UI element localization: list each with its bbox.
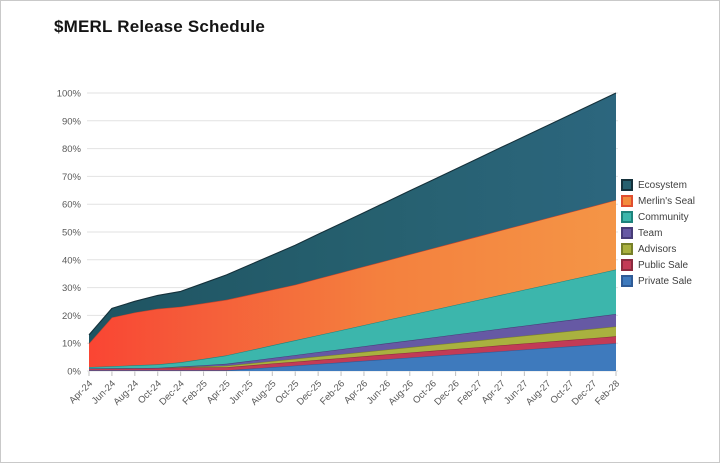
legend-label: Merlin's Seal xyxy=(638,195,695,207)
area-outline-ecosystem xyxy=(88,92,617,336)
legend-label: Private Sale xyxy=(638,275,692,287)
x-axis-label: Aug-27 xyxy=(524,378,553,407)
y-axis-label: 100% xyxy=(57,89,82,100)
y-axis-label: 0% xyxy=(67,367,81,378)
legend-swatch-icon xyxy=(621,275,633,287)
x-axis-label: Aug-25 xyxy=(249,378,278,407)
x-axis-label: Dec-25 xyxy=(295,378,324,407)
legend-label: Team xyxy=(638,227,663,239)
area-community xyxy=(89,269,616,369)
x-axis-label: Feb-26 xyxy=(318,378,347,407)
x-axis-label: Aug-24 xyxy=(112,378,141,407)
y-axis-label: 10% xyxy=(62,339,82,350)
legend-swatch-icon xyxy=(621,259,633,271)
y-axis-label: 50% xyxy=(62,228,82,239)
legend-item: Community xyxy=(621,209,695,225)
legend-item: Advisors xyxy=(621,241,695,257)
legend-label: Ecosystem xyxy=(638,179,687,191)
chart-title: $MERL Release Schedule xyxy=(54,17,266,36)
x-axis-label: Dec-24 xyxy=(157,378,186,407)
legend-swatch-icon xyxy=(621,227,633,239)
y-axis-label: 80% xyxy=(62,144,82,155)
legend-item: Private Sale xyxy=(621,273,695,289)
y-axis-label: 30% xyxy=(62,283,82,294)
legend-label: Public Sale xyxy=(638,259,689,271)
x-axis-label: Apr-26 xyxy=(342,378,370,406)
y-axis-label: 20% xyxy=(62,311,82,322)
y-axis-label: 40% xyxy=(62,255,82,266)
chart-legend: Ecosystem Merlin's Seal Community Team Advis… xyxy=(621,177,695,289)
legend-swatch-icon xyxy=(621,179,633,191)
legend-label: Community xyxy=(638,211,689,223)
y-axis-label: 90% xyxy=(62,116,82,127)
legend-swatch-icon xyxy=(621,243,633,255)
legend-item: Public Sale xyxy=(621,257,695,273)
area-private-sale xyxy=(89,343,616,371)
x-axis-label: Aug-26 xyxy=(386,378,415,407)
x-axis-label: Feb-27 xyxy=(456,378,485,407)
legend-label: Advisors xyxy=(638,243,677,255)
legend-swatch-icon xyxy=(621,211,633,223)
y-axis-label: 70% xyxy=(62,172,82,183)
x-axis-label: Apr-24 xyxy=(67,378,95,406)
x-axis-label: Apr-25 xyxy=(205,378,233,406)
area-merlin-s-seal xyxy=(89,200,616,368)
x-axis-label: Apr-27 xyxy=(480,378,508,406)
x-axis-label: Feb-28 xyxy=(593,378,622,407)
legend-item: Merlin's Seal xyxy=(621,193,695,209)
x-axis-label: Dec-27 xyxy=(570,378,599,407)
x-axis-label: Feb-25 xyxy=(181,378,210,407)
y-axis-label: 60% xyxy=(62,200,82,211)
legend-item: Team xyxy=(621,225,695,241)
legend-swatch-icon xyxy=(621,195,633,207)
x-axis-label: Dec-26 xyxy=(432,378,461,407)
legend-item: Ecosystem xyxy=(621,177,695,193)
